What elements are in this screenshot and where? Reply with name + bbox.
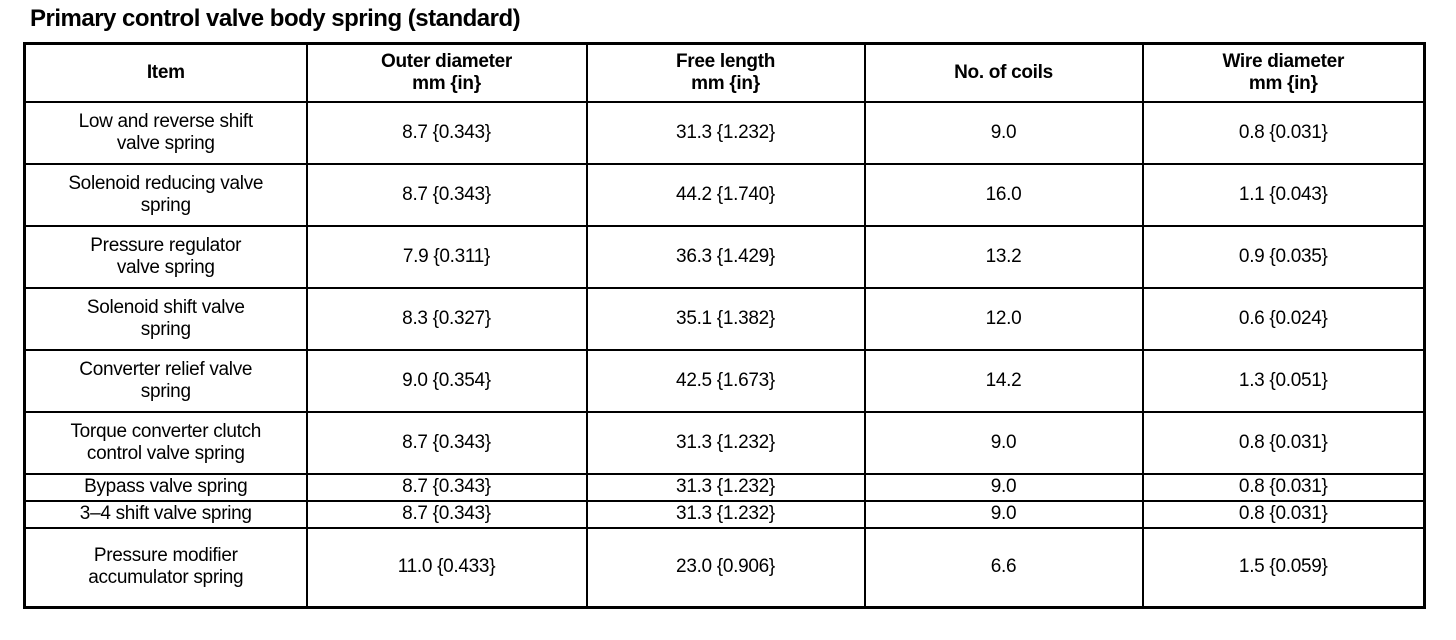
col-header-unit: mm {in} <box>1248 73 1318 94</box>
wire-diameter-cell: 0.8 {0.031} <box>1141 473 1426 502</box>
outer-diameter-cell: 8.7 {0.343} <box>305 411 588 475</box>
outer-diameter-cell: 8.7 {0.343} <box>305 101 588 165</box>
item-cell: Converter relief valve spring <box>23 349 308 413</box>
col-header-label: Wire diameter <box>1222 50 1345 72</box>
wire-diameter-cell: 1.5 {0.059} <box>1141 527 1426 608</box>
outer-diameter-cell: 8.7 {0.343} <box>305 473 588 502</box>
item-cell: Pressure modifier accumulator spring <box>23 527 308 608</box>
table-row: Pressure regulator valve spring 7.9 {0.3… <box>23 225 1426 289</box>
table-row: Bypass valve spring 8.7 {0.343} 31.3 {1.… <box>23 473 1426 502</box>
wire-diameter-cell: 0.8 {0.031} <box>1141 411 1426 475</box>
wire-diameter-cell: 1.1 {0.043} <box>1141 163 1426 227</box>
item-cell: Bypass valve spring <box>23 473 308 502</box>
col-header-label: Free length <box>675 50 776 72</box>
table-row: Pressure modifier accumulator spring 11.… <box>23 527 1426 608</box>
no-of-coils-cell: 13.2 <box>863 225 1144 289</box>
outer-diameter-cell: 8.7 {0.343} <box>305 163 588 227</box>
col-header-outer-diameter: Outer diameter mm {in} <box>305 42 588 103</box>
item-cell: Pressure regulator valve spring <box>23 225 308 289</box>
item-cell: Solenoid shift valve spring <box>23 287 308 351</box>
item-cell: Torque converter clutch control valve sp… <box>23 411 308 475</box>
free-length-cell: 35.1 {1.382} <box>585 287 866 351</box>
item-cell: 3–4 shift valve spring <box>23 500 308 529</box>
col-header-label: Outer diameter <box>381 50 512 72</box>
no-of-coils-cell: 9.0 <box>863 411 1144 475</box>
wire-diameter-cell: 0.6 {0.024} <box>1141 287 1426 351</box>
no-of-coils-cell: 16.0 <box>863 163 1144 227</box>
free-length-cell: 31.3 {1.232} <box>585 500 866 529</box>
no-of-coils-cell: 12.0 <box>863 287 1144 351</box>
wire-diameter-cell: 0.9 {0.035} <box>1141 225 1426 289</box>
table-row: 3–4 shift valve spring 8.7 {0.343} 31.3 … <box>23 500 1426 529</box>
outer-diameter-cell: 8.7 {0.343} <box>305 500 588 529</box>
item-cell: Low and reverse shift valve spring <box>23 101 308 165</box>
no-of-coils-cell: 6.6 <box>863 527 1144 608</box>
free-length-cell: 23.0 {0.906} <box>585 527 866 608</box>
no-of-coils-cell: 14.2 <box>863 349 1144 413</box>
table-row: Torque converter clutch control valve sp… <box>23 411 1426 475</box>
header-row: Item Outer diameter mm {in} Free length mm… <box>23 42 1426 103</box>
free-length-cell: 31.3 {1.232} <box>585 411 866 475</box>
no-of-coils-cell: 9.0 <box>863 500 1144 529</box>
free-length-cell: 31.3 {1.232} <box>585 101 866 165</box>
outer-diameter-cell: 8.3 {0.327} <box>305 287 588 351</box>
free-length-cell: 36.3 {1.429} <box>585 225 866 289</box>
wire-diameter-cell: 1.3 {0.051} <box>1141 349 1426 413</box>
col-header-free-length: Free length mm {in} <box>585 42 866 103</box>
wire-diameter-cell: 0.8 {0.031} <box>1141 101 1426 165</box>
outer-diameter-cell: 7.9 {0.311} <box>305 225 588 289</box>
free-length-cell: 42.5 {1.673} <box>585 349 866 413</box>
spec-table: Item Outer diameter mm {in} Free length mm… <box>23 42 1426 609</box>
page-title: Primary control valve body spring (stand… <box>30 5 521 32</box>
free-length-cell: 44.2 {1.740} <box>585 163 866 227</box>
free-length-cell: 31.3 {1.232} <box>585 473 866 502</box>
spec-table-body: Low and reverse shift valve spring 8.7 {… <box>23 101 1426 608</box>
outer-diameter-cell: 11.0 {0.433} <box>305 527 588 608</box>
table-row: Low and reverse shift valve spring 8.7 {… <box>23 101 1426 165</box>
outer-diameter-cell: 9.0 {0.354} <box>305 349 588 413</box>
col-header-label: No. of coils <box>954 61 1053 83</box>
col-header-no-of-coils: No. of coils <box>863 42 1144 103</box>
col-header-unit: mm {in} <box>691 73 760 94</box>
table-row: Converter relief valve spring 9.0 {0.354… <box>23 349 1426 413</box>
no-of-coils-cell: 9.0 <box>863 101 1144 165</box>
no-of-coils-cell: 9.0 <box>863 473 1144 502</box>
col-header-wire-diameter: Wire diameter mm {in} <box>1141 42 1426 103</box>
spec-table-header: Item Outer diameter mm {in} Free length mm… <box>23 42 1426 103</box>
table-row: Solenoid reducing valve spring 8.7 {0.34… <box>23 163 1426 227</box>
item-cell: Solenoid reducing valve spring <box>23 163 308 227</box>
col-header-unit: mm {in} <box>412 73 481 94</box>
table-row: Solenoid shift valve spring 8.3 {0.327} … <box>23 287 1426 351</box>
col-header-label: Item <box>146 61 185 83</box>
wire-diameter-cell: 0.8 {0.031} <box>1141 500 1426 529</box>
col-header-item: Item <box>23 42 308 103</box>
